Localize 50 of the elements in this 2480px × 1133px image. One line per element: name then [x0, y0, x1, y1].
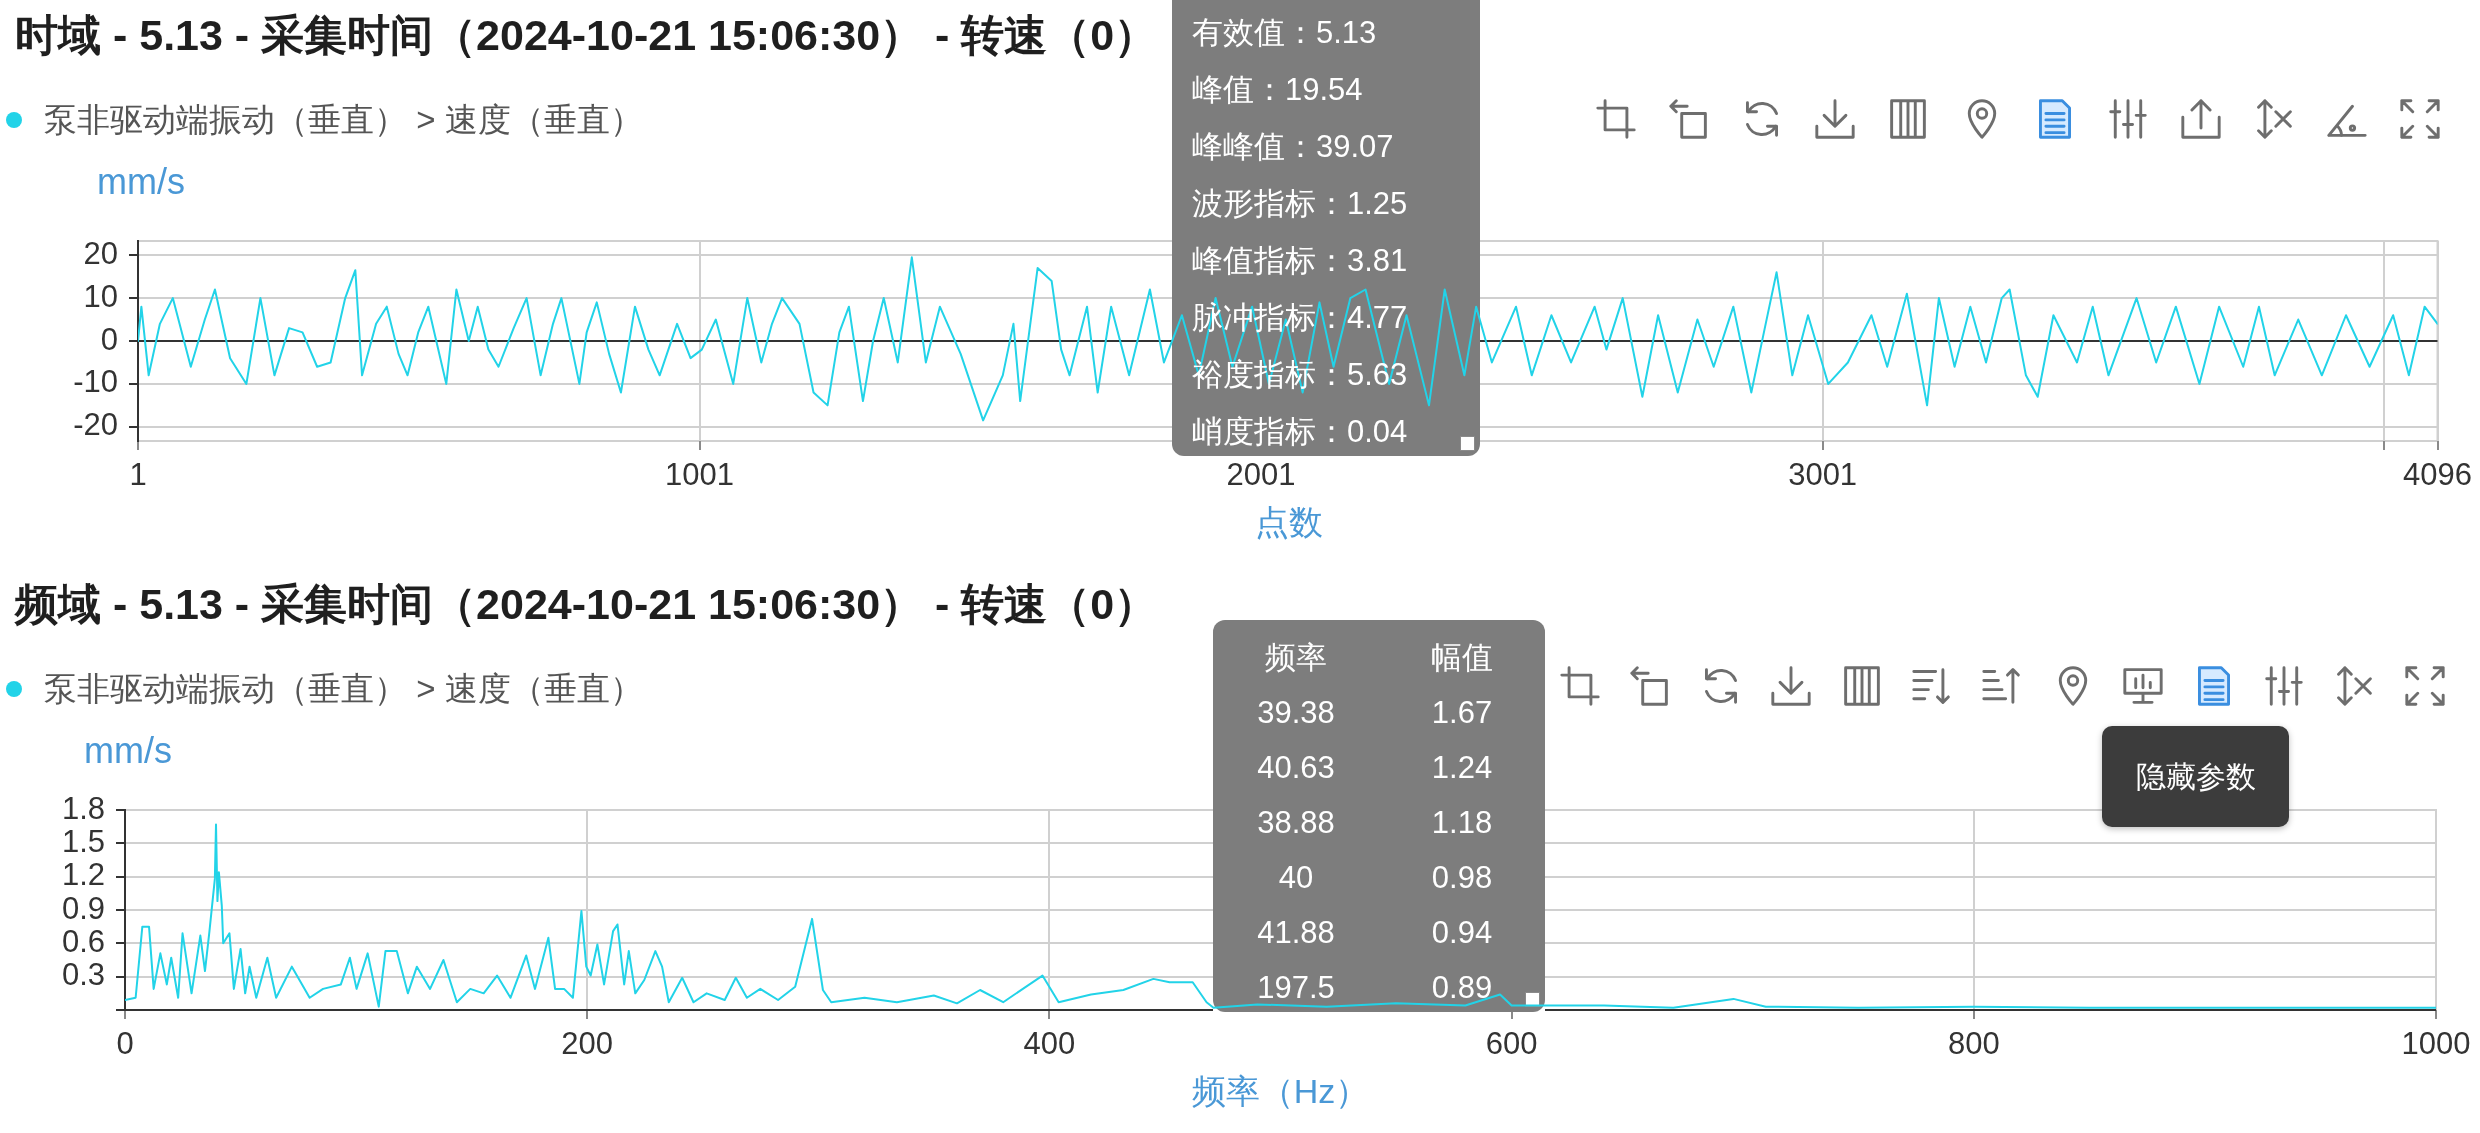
- y-tick-label: -10: [73, 364, 118, 400]
- y-tick-label: 0.3: [61, 957, 105, 993]
- text: 幅值: [1430, 639, 1494, 677]
- annotation: 197.5: [1256, 969, 1336, 1007]
- annotation: 38.88: [1256, 804, 1336, 842]
- x-axis-title: 点数: [1254, 503, 1323, 541]
- y-tick-label: 0: [100, 321, 118, 357]
- x-tick-label: 3001: [1788, 457, 1858, 493]
- text: 峰峰值：39.07: [1192, 128, 1394, 166]
- y-tick-label: 0.9: [61, 890, 105, 926]
- y-axis-title: mm/s: [97, 161, 185, 202]
- chart-title: 时域 - 5.13 - 采集时间（2024-10-21 15:06:30） - 转速（0）: [15, 11, 1158, 59]
- x-tick-label: 1001: [665, 457, 735, 493]
- text: 隐藏参数: [2134, 758, 2257, 795]
- text: 频率: [1264, 639, 1328, 677]
- x-tick-label: 600: [1485, 1026, 1538, 1062]
- annotation: 峭度指标：0.04: [1192, 413, 1408, 451]
- x-tick-label: 200: [561, 1026, 614, 1062]
- text: 波形指标：1.25: [1192, 185, 1408, 223]
- text: 峰值：19.54: [1192, 71, 1363, 109]
- annotation: 0.94: [1430, 914, 1494, 952]
- text: 39.38: [1256, 694, 1336, 732]
- x-tick-label: 4096: [2403, 457, 2472, 493]
- y-tick-label: 20: [83, 235, 118, 271]
- x-axis-title: 频率（Hz）: [1191, 1072, 1370, 1110]
- text: 1.24: [1430, 749, 1494, 787]
- annotation: 40: [1277, 859, 1315, 897]
- y-tick-label: 0.6: [61, 923, 105, 959]
- annotation: 0.89: [1430, 969, 1494, 1007]
- y-axis-title: mm/s: [84, 730, 172, 771]
- x-tick-label: 1000: [2401, 1026, 2471, 1062]
- x-tick-label: 800: [1947, 1026, 2000, 1062]
- x-tick-label: 2001: [1226, 457, 1296, 493]
- annotation: 1.18: [1430, 804, 1494, 842]
- legend-label: 泵非驱动端振动（垂直） > 速度（垂直）: [44, 670, 643, 707]
- annotation: 41.88: [1256, 914, 1336, 952]
- text: 1.67: [1430, 694, 1494, 732]
- y-tick-label: 1.8: [61, 790, 105, 826]
- chart-title: 频域 - 5.13 - 采集时间（2024-10-21 15:06:30） - 转速（0）: [15, 580, 1158, 628]
- text: 有效值：5.13: [1192, 14, 1377, 52]
- x-tick-label: 1: [129, 457, 147, 493]
- legend-label: 泵非驱动端振动（垂直） > 速度（垂直）: [44, 101, 643, 138]
- y-tick-label: 1.5: [61, 823, 105, 859]
- y-tick-label: -20: [73, 407, 118, 443]
- y-tick-label: 1.2: [61, 857, 105, 893]
- y-tick-label: 10: [83, 278, 118, 314]
- annotation: 峰值指标：3.81: [1192, 242, 1408, 280]
- x-tick-label: 400: [1023, 1026, 1076, 1062]
- annotation: 0.98: [1430, 859, 1494, 897]
- text: 40.63: [1256, 749, 1336, 787]
